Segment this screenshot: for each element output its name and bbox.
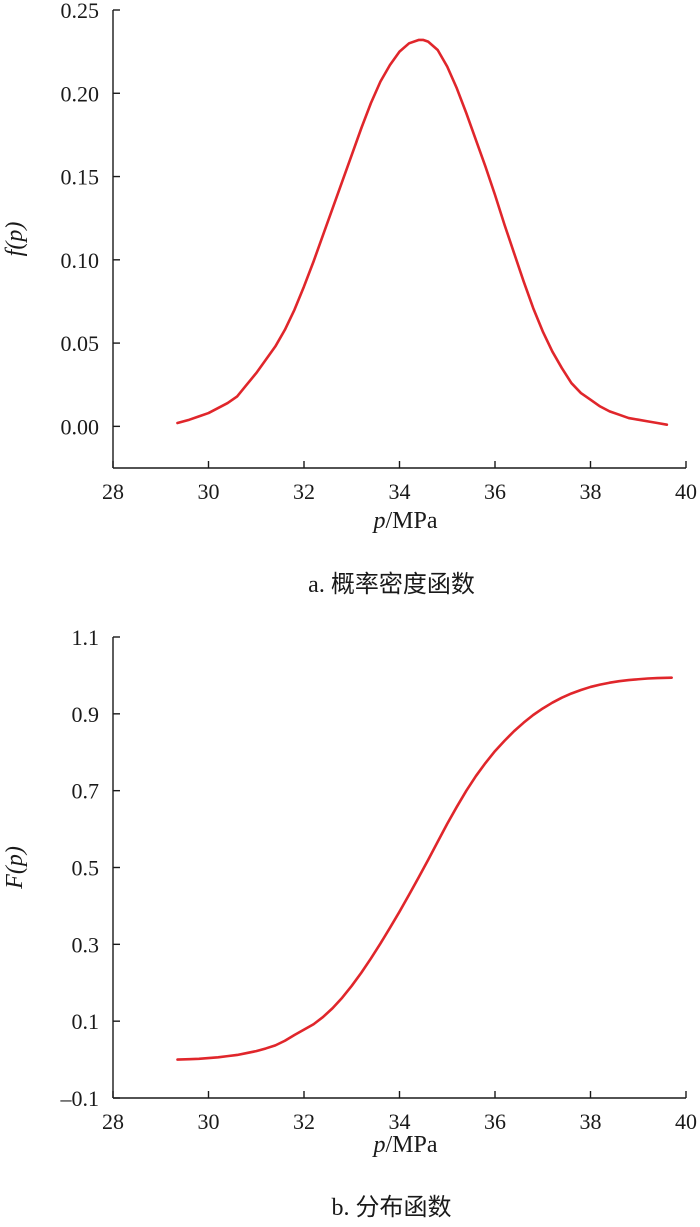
y-tick-label: 0.25 <box>61 0 100 23</box>
x-axis-label: p/MPa <box>371 1132 437 1158</box>
x-tick-label: 40 <box>675 479 697 504</box>
y-tick-label: –0.1 <box>60 1086 100 1111</box>
y-tick-label: 0.05 <box>61 331 100 356</box>
x-tick-label: 28 <box>102 479 124 504</box>
x-tick-label: 38 <box>580 479 602 504</box>
y-tick-label: 0.3 <box>72 932 100 957</box>
y-tick-label: 0.5 <box>72 856 100 881</box>
y-tick-label: 1.1 <box>72 625 100 650</box>
x-tick-label: 30 <box>198 479 220 504</box>
x-tick-label: 34 <box>389 479 411 504</box>
y-axis-label: f(p) <box>2 222 28 257</box>
chart-caption: a. 概率密度函数 <box>308 571 475 598</box>
y-tick-label: 0.15 <box>61 165 100 190</box>
x-tick-label: 38 <box>580 1109 602 1134</box>
chart-caption: b. 分布函数 <box>332 1194 452 1221</box>
y-tick-label: 0.9 <box>72 702 100 727</box>
x-tick-label: 36 <box>484 479 506 504</box>
x-axis-label-variable: p <box>371 1132 385 1158</box>
y-tick-label: 0.20 <box>61 81 100 106</box>
x-axis-label-unit: /MPa <box>385 1132 437 1158</box>
x-tick-label: 32 <box>293 479 315 504</box>
x-tick-label: 28 <box>102 1109 124 1134</box>
x-tick-label: 30 <box>198 1109 220 1134</box>
x-axis-label: p/MPa <box>371 508 437 534</box>
series-line <box>176 676 673 1061</box>
chart-probability-density: 28 30 32 34 36 38 40 0.00 0.05 0.10 0.15 0.20 0.25 p/… <box>2 0 697 598</box>
x-tick-label: 36 <box>484 1109 506 1134</box>
chart-distribution-function: 28 30 32 34 36 38 40 –0.1 0.1 0.3 0.5 0.7 0.9 1.1 p/MP… <box>2 625 697 1221</box>
y-tick-label: 0.10 <box>61 248 100 273</box>
x-tick-label: 34 <box>389 1109 411 1134</box>
y-tick-label: 0.7 <box>72 779 100 804</box>
x-axis-label-variable: p <box>371 508 385 534</box>
y-tick-label: 0.1 <box>72 1009 100 1034</box>
series-line <box>176 38 669 426</box>
x-axis-label-unit: /MPa <box>385 508 437 534</box>
y-axis-label: F(p) <box>2 846 28 890</box>
y-tick-label: 0.00 <box>61 414 100 439</box>
x-tick-label: 40 <box>675 1109 697 1134</box>
x-tick-label: 32 <box>293 1109 315 1134</box>
